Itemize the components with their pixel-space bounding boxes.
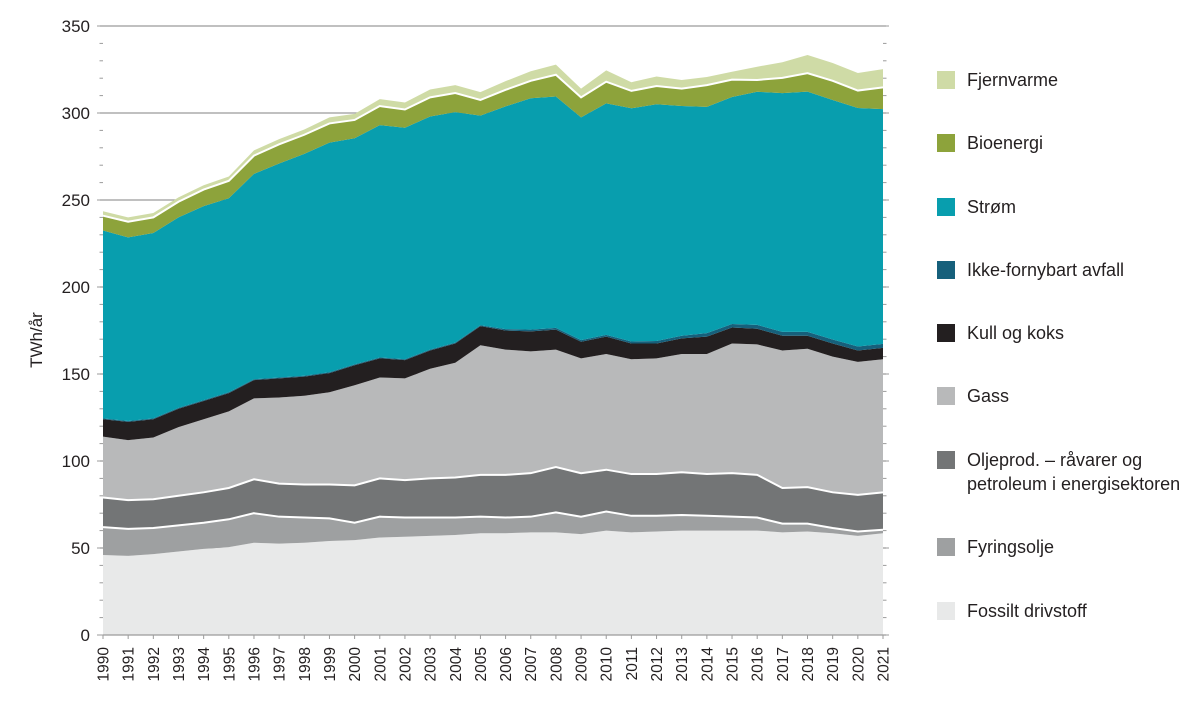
x-tick-label-2017: 2017 bbox=[775, 647, 792, 681]
x-tick-label-2011: 2011 bbox=[624, 647, 641, 680]
x-tick-label-2008: 2008 bbox=[548, 647, 565, 681]
x-tick-label-2015: 2015 bbox=[725, 647, 742, 681]
x-tick-label-1993: 1993 bbox=[171, 647, 188, 681]
legend-swatch-kull_og_koks bbox=[937, 324, 955, 343]
x-tick-label-2005: 2005 bbox=[473, 647, 490, 681]
legend-item-fyringsolje: Fyringsolje bbox=[937, 535, 1195, 559]
legend-item-gass: Gass bbox=[937, 384, 1195, 408]
legend-item-strom: Strøm bbox=[937, 195, 1195, 219]
x-tick-label-2006: 2006 bbox=[498, 647, 515, 681]
area-fjernvarme bbox=[103, 55, 883, 222]
x-tick-label-1991: 1991 bbox=[121, 647, 138, 681]
y-tick-label-150: 150 bbox=[62, 365, 90, 384]
area-ikke_fornybart_avfall bbox=[103, 324, 883, 422]
x-tick-label-1994: 1994 bbox=[196, 647, 213, 682]
legend-swatch-fyringsolje bbox=[937, 538, 955, 557]
y-axis-title: TWh/år bbox=[27, 312, 46, 368]
separator-fyringsolje bbox=[102, 510, 884, 533]
legend-label-fossilt_drivstoff: Fossilt drivstoff bbox=[967, 600, 1087, 621]
x-tick-label-2012: 2012 bbox=[649, 647, 666, 681]
legend-label-kull_og_koks: Kull og koks bbox=[967, 323, 1065, 344]
area-strom bbox=[103, 91, 883, 421]
x-tick-label-1990: 1990 bbox=[96, 647, 113, 682]
x-tick-label-1995: 1995 bbox=[221, 647, 238, 681]
x-tick-label-2009: 2009 bbox=[574, 647, 591, 681]
area-kull_og_koks bbox=[103, 326, 883, 441]
x-tick-label-1996: 1996 bbox=[246, 647, 263, 681]
y-tick-label-300: 300 bbox=[62, 104, 90, 123]
legend-swatch-oljeprod bbox=[937, 450, 955, 469]
legend-swatch-ikke_fornybart_avfall bbox=[937, 260, 955, 279]
legend-label-bioenergi: Bioenergi bbox=[967, 133, 1044, 154]
legend-item-ikke_fornybart_avfall: Ikke-fornybart avfall bbox=[937, 258, 1195, 282]
separator-oljeprod bbox=[102, 466, 884, 502]
area-oljeprod bbox=[103, 467, 883, 532]
separator-bioenergi bbox=[102, 72, 884, 223]
x-tick-label-2007: 2007 bbox=[523, 647, 540, 681]
x-tick-label-2014: 2014 bbox=[699, 647, 716, 682]
x-tick-label-2020: 2020 bbox=[850, 647, 867, 682]
x-tick-label-2021: 2021 bbox=[876, 647, 893, 681]
x-tick-label-2004: 2004 bbox=[448, 647, 465, 682]
legend-label-fyringsolje: Fyringsolje bbox=[967, 537, 1055, 558]
legend-swatch-fossilt_drivstoff bbox=[937, 601, 955, 620]
area-gass bbox=[103, 343, 883, 501]
legend-item-kull_og_koks: Kull og koks bbox=[937, 321, 1195, 345]
legend-item-fossilt_drivstoff: Fossilt drivstoff bbox=[937, 599, 1195, 623]
x-tick-label-2002: 2002 bbox=[397, 647, 414, 681]
x-tick-label-1997: 1997 bbox=[272, 647, 289, 681]
legend-swatch-strom bbox=[937, 197, 955, 216]
legend-item-bioenergi: Bioenergi bbox=[937, 131, 1195, 155]
legend-label-ikke_fornybart_avfall: Ikke-fornybart avfall bbox=[967, 259, 1125, 280]
legend-item-fjernvarme: Fjernvarme bbox=[937, 68, 1195, 92]
legend-swatch-fjernvarme bbox=[937, 71, 955, 89]
x-tick-label-1992: 1992 bbox=[146, 647, 163, 681]
x-tick-label-2010: 2010 bbox=[599, 647, 616, 682]
y-tick-label-100: 100 bbox=[62, 452, 90, 471]
legend-swatch-bioenergi bbox=[937, 134, 955, 153]
x-tick-label-2016: 2016 bbox=[750, 647, 767, 681]
legend-label-strom: Strøm bbox=[967, 196, 1016, 217]
x-tick-label-2018: 2018 bbox=[800, 647, 817, 681]
area-bioenergi bbox=[103, 73, 883, 238]
y-tick-label-0: 0 bbox=[81, 626, 90, 645]
y-tick-label-200: 200 bbox=[62, 278, 90, 297]
legend-label-fjernvarme: Fjernvarme bbox=[967, 70, 1059, 90]
y-tick-label-350: 350 bbox=[62, 17, 90, 36]
legend-item-oljeprod: Oljeprod. – råvarer og petroleum i energ… bbox=[937, 448, 1195, 497]
x-tick-label-1998: 1998 bbox=[297, 647, 314, 681]
x-tick-label-2019: 2019 bbox=[825, 647, 842, 681]
x-tick-label-2001: 2001 bbox=[372, 647, 389, 681]
legend-swatch-gass bbox=[937, 387, 955, 406]
x-tick-label-2000: 2000 bbox=[347, 647, 364, 682]
x-tick-label-1999: 1999 bbox=[322, 647, 339, 681]
x-tick-label-2003: 2003 bbox=[423, 647, 440, 681]
y-tick-label-250: 250 bbox=[62, 191, 90, 210]
legend-label-oljeprod: Oljeprod. – råvarer og petroleum i energ… bbox=[967, 449, 1181, 495]
y-tick-label-50: 50 bbox=[71, 539, 90, 558]
legend: Fjernvarme Bioenergi Strøm Ikke-fornybart a… bbox=[937, 68, 1195, 623]
legend-label-gass: Gass bbox=[967, 386, 1010, 407]
x-tick-label-2013: 2013 bbox=[674, 647, 691, 681]
area-fyringsolje bbox=[103, 511, 883, 556]
area-fossilt_drivstoff bbox=[103, 530, 883, 635]
